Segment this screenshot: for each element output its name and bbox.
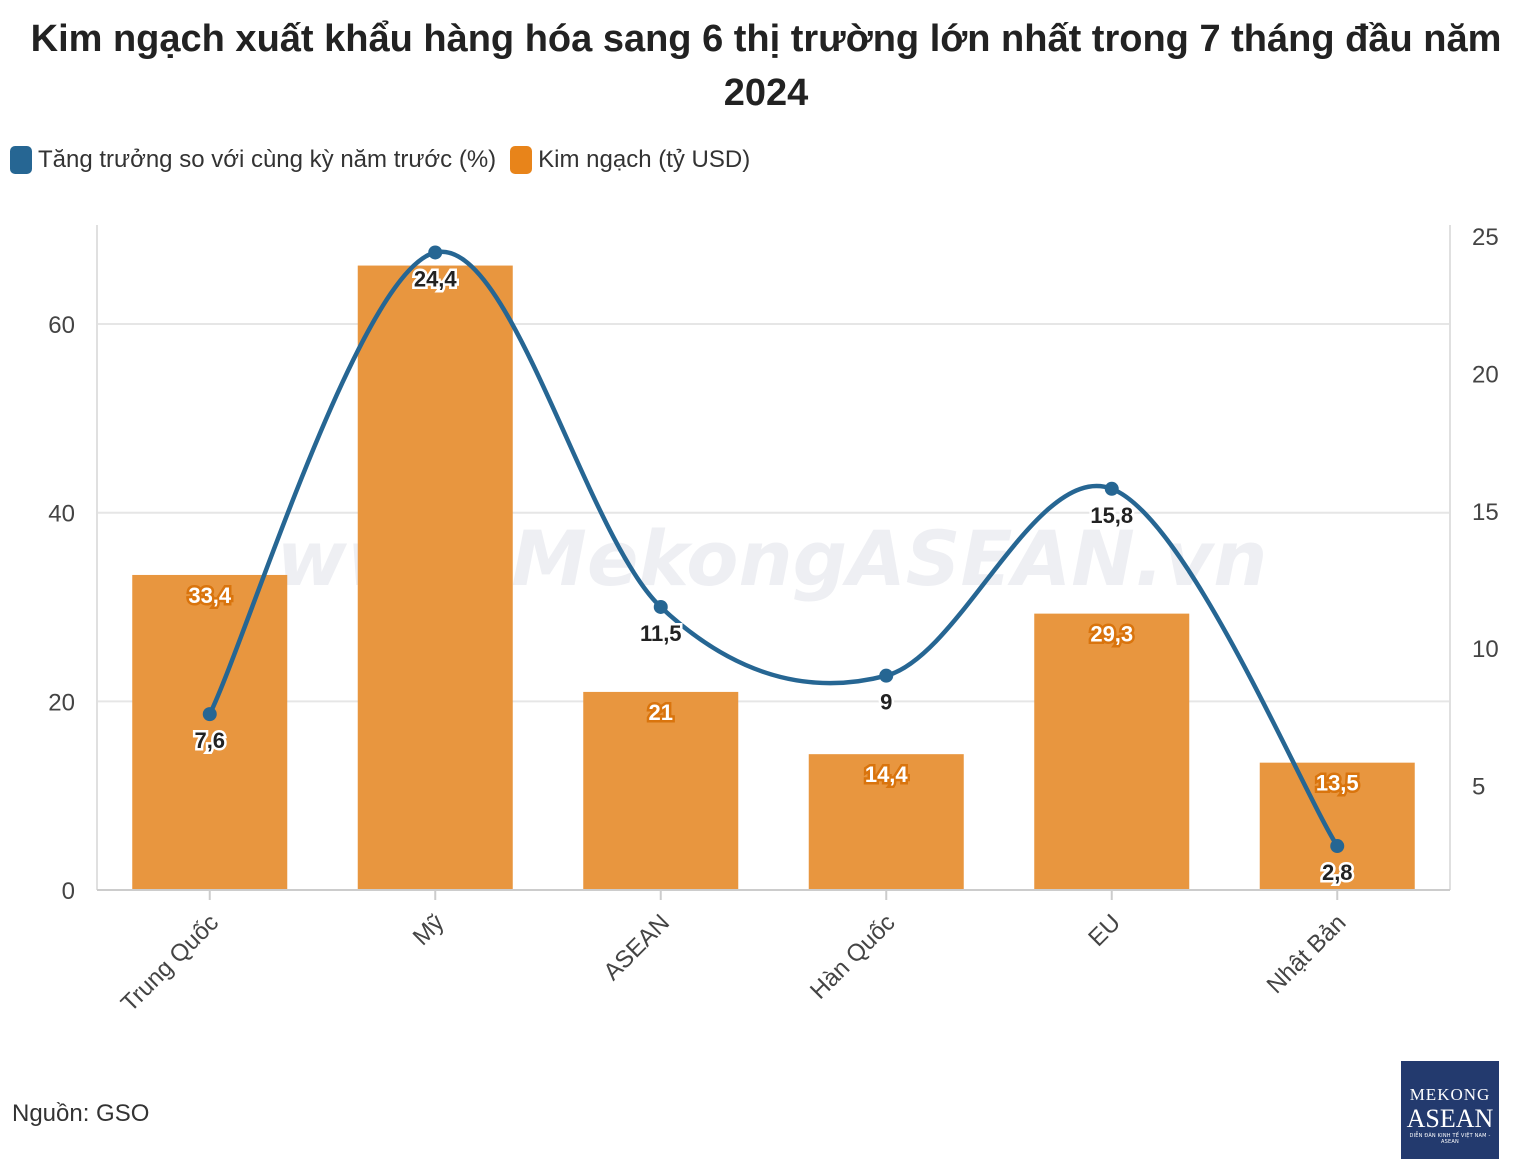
- line-value-label: 2,8: [1322, 860, 1353, 885]
- growth-point: [202, 707, 217, 722]
- legend-item-value[interactable]: Kim ngạch (tỷ USD): [510, 146, 750, 174]
- legend-swatch-value: [510, 146, 533, 174]
- legend-swatch-growth: [10, 146, 32, 174]
- legend-label-value: Kim ngạch (tỷ USD): [538, 146, 751, 173]
- bar-value-label: 21: [649, 700, 673, 725]
- bar-value-label: 33,4: [188, 583, 232, 608]
- growth-point: [879, 668, 894, 683]
- bar: [1259, 762, 1415, 890]
- y-right-tick-label: 15: [1472, 499, 1499, 526]
- mekong-asean-logo: MEKONG ASEAN DIỄN ĐÀN KINH TẾ VIỆT NAM -…: [1401, 1061, 1499, 1159]
- y-right-tick-label: 10: [1472, 636, 1499, 663]
- bar-value-label: 29,3: [1090, 622, 1133, 647]
- bar-value-label: 14,4: [865, 762, 909, 787]
- line-value-label: 11,5: [640, 621, 682, 646]
- y-left-tick-label: 40: [48, 501, 75, 528]
- bar: [583, 691, 739, 890]
- line-value-label: 9: [880, 690, 892, 715]
- y-right-tick-label: 20: [1472, 361, 1499, 388]
- growth-point: [1330, 839, 1345, 854]
- bar: [1034, 613, 1190, 890]
- x-tick-label: Hàn Quốc: [805, 909, 901, 1005]
- growth-point: [1104, 481, 1119, 496]
- y-left-tick-label: 0: [62, 878, 75, 905]
- chart-title: Kim ngạch xuất khẩu hàng hóa sang 6 thị …: [30, 18, 1502, 114]
- y-right-tick-label: 25: [1472, 224, 1499, 251]
- legend: Tăng trưởng so với cùng kỳ năm trước (%)…: [10, 146, 764, 174]
- y-right-tick-label: 5: [1472, 774, 1485, 801]
- source-note: Nguồn: GSO: [12, 1100, 150, 1127]
- x-tick-label: Nhật Bản: [1262, 909, 1352, 999]
- line-value-label: 24,4: [414, 266, 458, 291]
- bar-value-label: 13,5: [1316, 771, 1359, 796]
- growth-line: [207, 249, 1340, 848]
- bar: [808, 754, 964, 890]
- x-tick-label: EU: [1083, 909, 1126, 952]
- y-left-tick-label: 20: [48, 689, 75, 716]
- combo-chart: 0204060510152025www.MekongASEAN.vnTrung …: [48, 224, 1499, 1017]
- line-value-label: 7,6: [194, 728, 225, 753]
- logo-line3: DIỄN ĐÀN KINH TẾ VIỆT NAM - ASEAN: [1409, 1133, 1491, 1145]
- x-tick-label: ASEAN: [598, 909, 675, 986]
- bar: [132, 574, 288, 890]
- legend-label-growth: Tăng trưởng so với cùng kỳ năm trước (%): [38, 146, 497, 173]
- growth-point: [428, 245, 443, 260]
- y-left-tick-label: 60: [48, 312, 75, 339]
- logo-line2: ASEAN: [1406, 1104, 1494, 1133]
- x-tick-label: Trung Quốc: [116, 909, 224, 1017]
- legend-item-growth[interactable]: Tăng trưởng so với cùng kỳ năm trước (%): [10, 146, 496, 174]
- x-tick-label: Mỹ: [408, 909, 450, 951]
- logo-line1: MEKONG: [1409, 1085, 1491, 1104]
- line-value-label: 15,8: [1090, 503, 1133, 528]
- growth-point: [653, 599, 668, 614]
- bar: [357, 265, 513, 890]
